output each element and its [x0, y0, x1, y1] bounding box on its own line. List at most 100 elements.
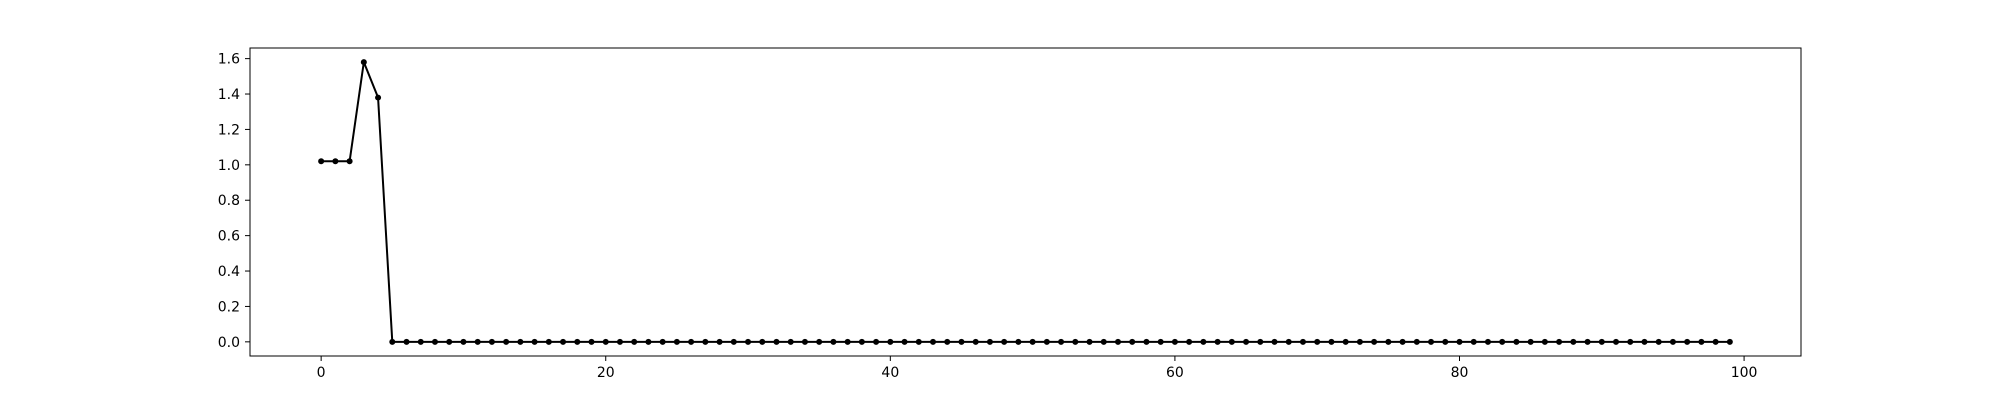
data-point: [986, 338, 993, 345]
y-tick-label: 1.4: [218, 87, 240, 103]
data-point: [403, 338, 410, 345]
data-point: [1385, 338, 1392, 345]
data-point: [1257, 338, 1264, 345]
data-point: [1598, 338, 1605, 345]
data-point: [616, 338, 623, 345]
data-point: [915, 338, 922, 345]
data-point: [602, 338, 609, 345]
y-tick-label: 1.6: [218, 52, 240, 68]
data-point: [730, 338, 737, 345]
data-point: [702, 338, 709, 345]
data-point: [688, 338, 695, 345]
y-tick-label: 0.4: [218, 264, 240, 280]
data-point: [417, 338, 424, 345]
data-point: [659, 338, 666, 345]
data-point: [488, 338, 495, 345]
data-point: [1243, 338, 1250, 345]
data-point: [1114, 338, 1121, 345]
data-point: [1456, 338, 1463, 345]
data-point: [1527, 338, 1534, 345]
data-point: [1342, 338, 1349, 345]
x-tick-label: 0: [317, 365, 326, 381]
x-axis: 0 20 40 60 80 100: [317, 356, 1758, 381]
data-point: [1271, 338, 1278, 345]
data-point: [1285, 338, 1292, 345]
data-point: [1726, 338, 1733, 345]
data-point: [460, 338, 467, 345]
data-point: [1314, 338, 1321, 345]
x-tick-label: 40: [881, 365, 899, 381]
data-point: [787, 338, 794, 345]
data-point: [844, 338, 851, 345]
data-point: [1513, 338, 1520, 345]
x-tick-label: 80: [1451, 365, 1469, 381]
data-point: [545, 338, 552, 345]
data-point: [1698, 338, 1705, 345]
data-point: [1214, 338, 1221, 345]
data-point: [673, 338, 680, 345]
data-point: [801, 338, 808, 345]
data-point: [560, 338, 567, 345]
data-point: [346, 158, 353, 165]
y-tick-label: 0.2: [218, 299, 240, 315]
y-axis: 0.0 0.2 0.4 0.6 0.8 1.0 1.2 1.4 1.6: [218, 52, 250, 351]
data-point: [1556, 338, 1563, 345]
data-point: [816, 338, 823, 345]
data-point: [318, 158, 325, 165]
data-point: [1541, 338, 1548, 345]
data-point: [759, 338, 766, 345]
data-point: [332, 158, 339, 165]
data-point: [1470, 338, 1477, 345]
data-point: [1086, 338, 1093, 345]
data-point: [389, 338, 396, 345]
data-point: [887, 338, 894, 345]
data-point: [645, 338, 652, 345]
y-tick-label: 1.0: [218, 158, 240, 174]
data-point: [431, 338, 438, 345]
data-point: [574, 338, 581, 345]
data-point: [1570, 338, 1577, 345]
x-tick-label: 100: [1731, 365, 1758, 381]
data-point: [503, 338, 510, 345]
y-tick-label: 0.8: [218, 193, 240, 209]
plot-frame: [249, 47, 1802, 357]
y-tick-label: 1.2: [218, 122, 240, 138]
series-layer: [318, 59, 1733, 345]
data-point: [1442, 338, 1449, 345]
data-point: [830, 338, 837, 345]
data-point: [858, 338, 865, 345]
data-point: [1029, 338, 1036, 345]
data-point: [1072, 338, 1079, 345]
data-point: [1499, 338, 1506, 345]
x-tick-label: 20: [597, 365, 615, 381]
data-point: [1299, 338, 1306, 345]
data-point: [1228, 338, 1235, 345]
data-point: [1171, 338, 1178, 345]
data-point: [1627, 338, 1634, 345]
data-point: [930, 338, 937, 345]
data-point: [375, 94, 382, 101]
data-point: [873, 338, 880, 345]
data-point: [1641, 338, 1648, 345]
data-point: [958, 338, 965, 345]
data-point: [1356, 338, 1363, 345]
data-point: [1613, 338, 1620, 345]
data-point: [944, 338, 951, 345]
data-point: [588, 338, 595, 345]
data-point: [1428, 338, 1435, 345]
data-point: [1328, 338, 1335, 345]
x-tick-label: 60: [1166, 365, 1184, 381]
data-point: [1200, 338, 1207, 345]
data-point: [1584, 338, 1591, 345]
data-point: [773, 338, 780, 345]
data-point: [716, 338, 723, 345]
y-tick-label: 0.6: [218, 229, 240, 245]
data-point: [1712, 338, 1719, 345]
data-point: [1186, 338, 1193, 345]
data-point: [1655, 338, 1662, 345]
data-point: [1399, 338, 1406, 345]
data-point: [972, 338, 979, 345]
data-point: [1100, 338, 1107, 345]
